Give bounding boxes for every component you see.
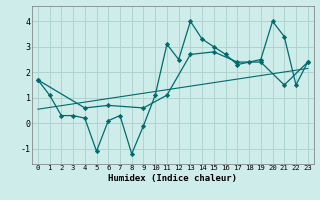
X-axis label: Humidex (Indice chaleur): Humidex (Indice chaleur) <box>108 174 237 183</box>
